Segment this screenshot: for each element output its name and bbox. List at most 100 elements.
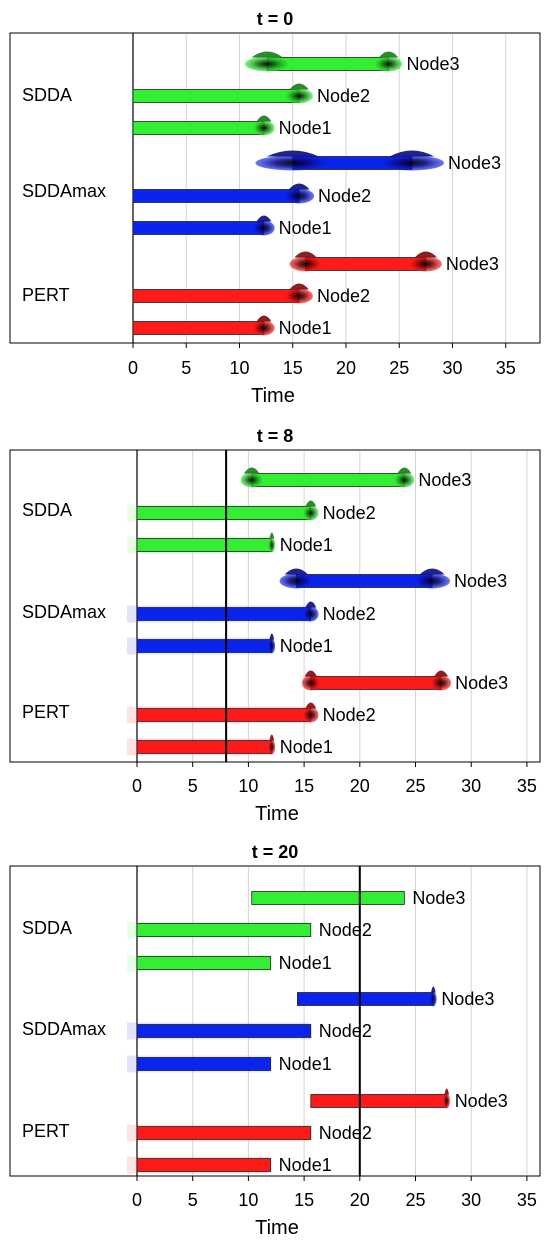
end-distribution-peak: [288, 183, 310, 190]
node-label: Node2: [323, 503, 376, 523]
node-label: Node3: [454, 571, 507, 591]
end-distribution: [443, 1093, 451, 1109]
task-bar: [132, 321, 265, 335]
end-distribution-peak: [269, 633, 275, 640]
x-tick-label: 25: [405, 776, 425, 796]
end-distribution-peak: [256, 315, 272, 322]
x-tick-label: 15: [283, 358, 303, 378]
start-distribution-peak: [266, 150, 319, 157]
start-distribution: [279, 573, 314, 589]
start-distribution: [289, 256, 322, 272]
node-label: Node2: [323, 705, 376, 725]
end-distribution: [409, 256, 442, 272]
end-distribution: [302, 707, 319, 723]
task-bar: [136, 1158, 272, 1172]
node-label: Node1: [279, 218, 332, 238]
end-distribution-peak: [289, 283, 309, 290]
end-distribution: [302, 505, 319, 521]
x-tick-label: 30: [461, 1190, 481, 1210]
node-label: Node1: [279, 1155, 332, 1175]
end-distribution: [414, 573, 451, 589]
end-distribution: [253, 220, 275, 236]
end-distribution-peak: [305, 500, 317, 507]
end-distribution: [302, 606, 319, 622]
x-tick-label: 15: [294, 1190, 314, 1210]
node-label: Node2: [317, 86, 370, 106]
x-tick-label: 5: [188, 1190, 198, 1210]
group-label: SDDAmax: [22, 602, 106, 622]
task-bar: [251, 473, 405, 487]
task-bar: [136, 1024, 312, 1038]
end-distribution-peak: [434, 670, 449, 677]
x-tick-label: 10: [238, 1190, 258, 1210]
end-distribution: [253, 320, 275, 336]
task-bar: [295, 574, 433, 588]
end-distribution-peak: [269, 532, 275, 539]
node-label: Node3: [412, 888, 465, 908]
end-distribution: [268, 638, 276, 654]
x-axis-label: Time: [255, 1217, 299, 1239]
node-label: Node3: [446, 254, 499, 274]
chart-title: t = 8: [257, 426, 294, 446]
node-label: Node3: [406, 54, 459, 74]
x-tick-label: 15: [294, 776, 314, 796]
task-bar: [132, 289, 300, 303]
start-distribution-peak: [304, 670, 318, 677]
start-distribution: [255, 155, 331, 171]
node-label: Node3: [448, 153, 501, 173]
task-bar: [251, 891, 405, 905]
x-tick-label: 25: [389, 358, 409, 378]
node-label: Node2: [323, 604, 376, 624]
end-distribution-peak: [414, 251, 438, 258]
end-distribution-peak: [305, 601, 317, 608]
end-distribution-peak: [269, 734, 275, 741]
end-distribution: [284, 188, 315, 204]
group-label: PERT: [22, 1121, 70, 1141]
node-label: Node2: [319, 920, 372, 940]
x-tick-label: 35: [517, 776, 537, 796]
start-distribution-peak: [243, 467, 260, 474]
task-bar: [136, 708, 312, 722]
task-bar: [305, 257, 427, 271]
node-label: Node3: [455, 1091, 508, 1111]
node-label: Node3: [418, 470, 471, 490]
node-label: Node1: [280, 737, 333, 757]
node-label: Node1: [280, 535, 333, 555]
x-tick-label: 5: [188, 776, 198, 796]
task-bar: [132, 121, 265, 135]
start-distribution-peak: [251, 51, 283, 58]
end-distribution-peak: [256, 115, 272, 122]
chart-panel-0: t = 0 0 5 10 15 20 25 30 35 Time SDDA Node3 Node2 Nod…: [9, 9, 541, 407]
node-label: Node1: [279, 953, 332, 973]
node-label: Node2: [318, 186, 371, 206]
task-bar: [136, 506, 312, 520]
group-label: SDDA: [22, 85, 72, 105]
group-label: SDDA: [22, 918, 72, 938]
node-label: Node1: [279, 1054, 332, 1074]
task-bar: [136, 538, 273, 552]
x-tick-label: 20: [336, 358, 356, 378]
end-distribution: [268, 537, 276, 553]
task-bar: [136, 956, 272, 970]
node-label: Node3: [441, 989, 494, 1009]
x-tick-label: 5: [181, 358, 191, 378]
task-bar: [136, 639, 273, 653]
x-axis-label: Time: [255, 803, 299, 825]
x-tick-label: 10: [229, 358, 249, 378]
x-tick-label: 25: [405, 1190, 425, 1210]
task-bar: [132, 189, 300, 203]
end-distribution-peak: [419, 568, 445, 575]
task-bar: [310, 1094, 448, 1108]
end-distribution-peak: [430, 986, 436, 993]
end-distribution-peak: [378, 51, 399, 58]
end-distribution: [268, 739, 276, 755]
chart-title: t = 0: [257, 9, 294, 29]
node-label: Node1: [280, 636, 333, 656]
end-distribution-peak: [256, 215, 272, 222]
task-bar: [136, 1126, 312, 1140]
end-distribution: [285, 88, 313, 104]
x-tick-label: 35: [517, 1190, 537, 1210]
x-tick-label: 35: [496, 358, 516, 378]
x-tick-label: 0: [132, 1190, 142, 1210]
